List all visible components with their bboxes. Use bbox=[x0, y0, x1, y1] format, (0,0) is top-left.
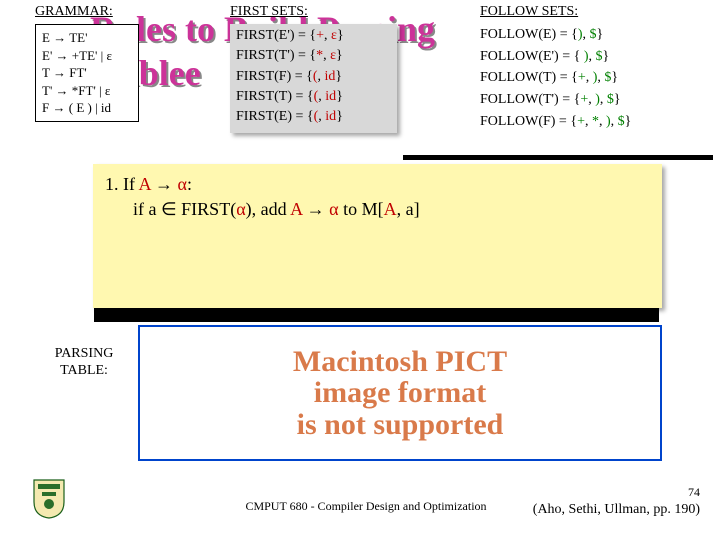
pict-message: Macintosh PICT image format is not suppo… bbox=[293, 346, 507, 441]
footer-page-number: 74 bbox=[688, 485, 700, 500]
grammar-rule: T' → *FT' | ε bbox=[42, 82, 132, 100]
first-set: FIRST(F) = {(, id} bbox=[236, 67, 391, 87]
follow-sets-label: FOLLOW SETS: bbox=[480, 4, 578, 20]
follow-set: FOLLOW(F) = {+, *, ), $} bbox=[480, 111, 690, 133]
rule-line: 1. If A → α: bbox=[105, 172, 650, 197]
grammar-rule: F → ( E ) | id bbox=[42, 99, 132, 117]
first-set: FIRST(E) = {(, id} bbox=[236, 107, 391, 127]
first-set: FIRST(E') = {+, ε} bbox=[236, 26, 391, 46]
grammar-rule: E' → +TE' | ε bbox=[42, 47, 132, 65]
first-sets-box: FIRST(E') = {+, ε} FIRST(T') = {*, ε} FI… bbox=[230, 24, 397, 133]
grammar-box: E → TE' E' → +TE' | ε T → FT' T' → *FT' … bbox=[35, 24, 139, 122]
grammar-rule: E → TE' bbox=[42, 29, 132, 47]
grammar-label: GRAMMAR: bbox=[35, 4, 113, 20]
follow-set: FOLLOW(T) = {+, ), $} bbox=[480, 67, 690, 89]
pict-placeholder: Macintosh PICT image format is not suppo… bbox=[138, 325, 662, 461]
footer-course: CMPUT 680 - Compiler Design and Optimiza… bbox=[236, 499, 496, 514]
follow-set: FOLLOW(E) = {), $} bbox=[480, 24, 690, 46]
first-set: FIRST(T) = {(, id} bbox=[236, 87, 391, 107]
follow-set: FOLLOW(T') = {+, ), $} bbox=[480, 89, 690, 111]
parsing-table-label: PARSING TABLE: bbox=[44, 346, 124, 380]
black-strip bbox=[403, 155, 713, 160]
university-crest-icon bbox=[32, 478, 66, 520]
first-sets-label: FIRST SETS: bbox=[230, 4, 308, 20]
first-set: FIRST(T') = {*, ε} bbox=[236, 46, 391, 66]
footer-reference: (Aho, Sethi, Ullman, pp. 190) bbox=[533, 502, 700, 518]
rule-line: if a ∈ FIRST(α), add A → α to M[A, a] bbox=[105, 197, 650, 222]
follow-set: FOLLOW(E') = { ), $} bbox=[480, 46, 690, 68]
follow-sets-box: FOLLOW(E) = {), $} FOLLOW(E') = { ), $} … bbox=[480, 24, 690, 132]
grammar-rule: T → FT' bbox=[42, 64, 132, 82]
rule-box: 1. If A → α: if a ∈ FIRST(α), add A → α … bbox=[93, 164, 662, 308]
